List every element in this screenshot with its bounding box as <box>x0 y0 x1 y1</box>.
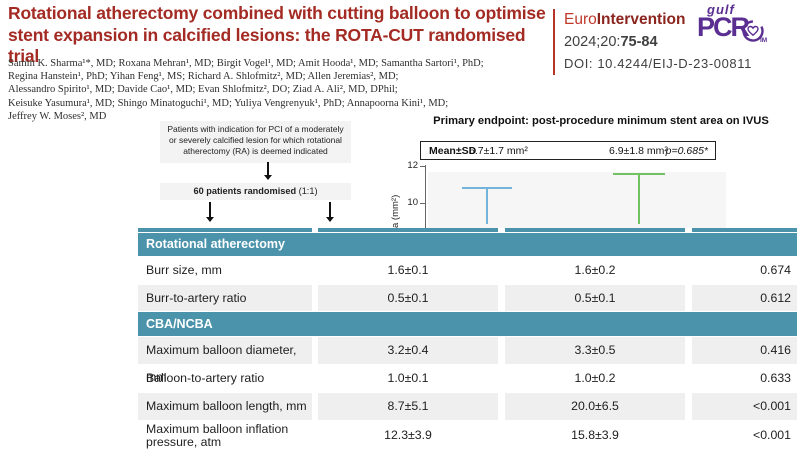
flowchart-inclusion-box: Patients with indication for PCI of a mo… <box>160 121 351 163</box>
randomised-ratio: (1:1) <box>296 186 318 196</box>
author-line: Jeffrey W. Moses², MD <box>8 110 107 122</box>
row-value-cba: 0.5±0.1 <box>318 285 498 311</box>
row-label: Maximum balloon diameter, mm <box>138 337 312 384</box>
arrow-down-right-icon <box>326 202 333 222</box>
page-title: Rotational atherectomy combined with cut… <box>8 3 546 66</box>
row-value-cba: 3.2±0.4 <box>318 337 498 364</box>
y-tick <box>420 203 425 204</box>
row-value-ncba: 1.6±0.2 <box>574 263 616 277</box>
row-label: Maximum balloon inflation pressure, atm <box>146 421 289 449</box>
author-line: Samin K. Sharma¹*, MD; Roxana Mehran¹, M… <box>8 58 484 69</box>
y-tick <box>420 166 425 167</box>
row-p-value: <0.001 <box>753 428 791 442</box>
flowchart-randomised-box: 60 patients randomised (1:1) <box>160 183 351 200</box>
table-header-strip <box>138 228 797 232</box>
row-value-ncba: 3.3±0.5 <box>505 337 685 364</box>
stat-label: Mean±SD <box>429 144 477 157</box>
flowchart-text-line: or severely calcified lesion for which r… <box>169 135 342 145</box>
row-p-value: 0.416 <box>692 337 797 364</box>
chart-stats-box: Mean±SD 6.7±1.7 mm² 6.9±1.8 mm² p=0.685* <box>420 141 716 160</box>
citation-volume: 2024;20: <box>564 34 621 50</box>
row-label: Balloon-to-artery ratio <box>146 371 265 385</box>
journal-name-suffix: Intervention <box>596 11 686 28</box>
table-row: Maximum balloon inflation pressure, atm … <box>138 421 797 450</box>
flowchart-text-line: Patients with indication for PCI of a mo… <box>167 124 344 134</box>
table-row: Maximum balloon diameter, mm 3.2±0.4 3.3… <box>138 337 797 384</box>
row-value-ncba: 0.5±0.1 <box>505 285 685 311</box>
row-p-value: <0.001 <box>692 393 797 420</box>
y-axis-label: a (mm²) <box>390 194 401 228</box>
row-label: Maximum balloon length, mm <box>138 393 312 420</box>
p-value: p=0.685* <box>665 144 708 157</box>
group2-mean-sd: 6.9±1.8 mm² <box>609 144 668 157</box>
table-row: Maximum balloon length, mm 8.7±5.1 20.0±… <box>138 393 797 420</box>
citation-pages: 75-84 <box>620 34 658 50</box>
chart-plot-area <box>428 172 726 228</box>
flowchart-text-line: atherectomy (RA) is deemed indicated <box>183 146 328 156</box>
arrow-down-icon <box>264 162 271 180</box>
row-p-value: 0.612 <box>692 285 797 311</box>
whisker-stem-group2 <box>638 173 640 224</box>
row-value-cba: 12.3±3.9 <box>384 428 432 442</box>
logo-pcr-text: PCR <box>697 12 750 42</box>
journal-name-prefix: Euro <box>564 11 597 28</box>
group1-mean-sd: 6.7±1.7 mm² <box>469 144 528 157</box>
logo-im-text: IM <box>760 37 767 44</box>
row-value-ncba: 1.0±0.2 <box>574 371 616 385</box>
row-p-value: 0.633 <box>760 371 791 385</box>
whisker-stem-group1 <box>486 187 488 224</box>
chart-y-axis <box>425 165 426 228</box>
row-label: Burr-to-artery ratio <box>138 285 312 311</box>
row-value-cba: 8.7±5.1 <box>318 393 498 420</box>
author-line: Alessandro Spirito¹, MD; Davide Cao¹, MD… <box>8 84 398 96</box>
row-label: Burr size, mm <box>146 263 222 277</box>
journal-name: EuroIntervention <box>564 11 685 29</box>
table-section-header-ra: Rotational atherectomy <box>138 233 797 256</box>
heart-circle-icon: IM <box>742 20 767 44</box>
header-divider <box>553 9 555 75</box>
table-section-header-cba: CBA/NCBA <box>138 312 797 336</box>
author-line: Regina Hanstein¹, PhD; Yihan Feng¹, MS; … <box>8 71 399 83</box>
row-value-ncba: 15.8±3.9 <box>571 428 619 442</box>
chart-title: Primary endpoint: post-procedure minimum… <box>433 115 769 127</box>
row-value-ncba: 20.0±6.5 <box>505 393 685 420</box>
y-tick-label: 10 <box>407 197 418 208</box>
doi-text: DOI: 10.4244/EIJ-D-23-00811 <box>564 56 752 71</box>
table-row: Burr size, mm 1.6±0.1 1.6±0.2 0.674 <box>138 257 797 284</box>
journal-citation: 2024;20:75-84 <box>564 34 658 50</box>
logo-gulf-text: gulf <box>707 2 735 17</box>
gulf-pcr-logo: gulf PCR IM <box>697 2 792 52</box>
table-row: Balloon-to-artery ratio 1.0±0.1 1.0±0.2 … <box>138 365 797 392</box>
arrow-down-left-icon <box>206 202 213 222</box>
author-line: Keisuke Yasumura¹, MD; Shingo Minatoguch… <box>8 97 449 109</box>
row-value-cba: 1.0±0.1 <box>387 371 429 385</box>
author-list: Samin K. Sharma¹*, MD; Roxana Mehran¹, M… <box>8 57 556 123</box>
row-p-value: 0.674 <box>760 263 791 277</box>
randomised-count: 60 patients randomised <box>193 186 297 196</box>
y-tick-label: 12 <box>407 160 418 171</box>
row-value-cba: 1.6±0.1 <box>387 263 429 277</box>
table-row: Burr-to-artery ratio 0.5±0.1 0.5±0.1 0.6… <box>138 285 797 311</box>
